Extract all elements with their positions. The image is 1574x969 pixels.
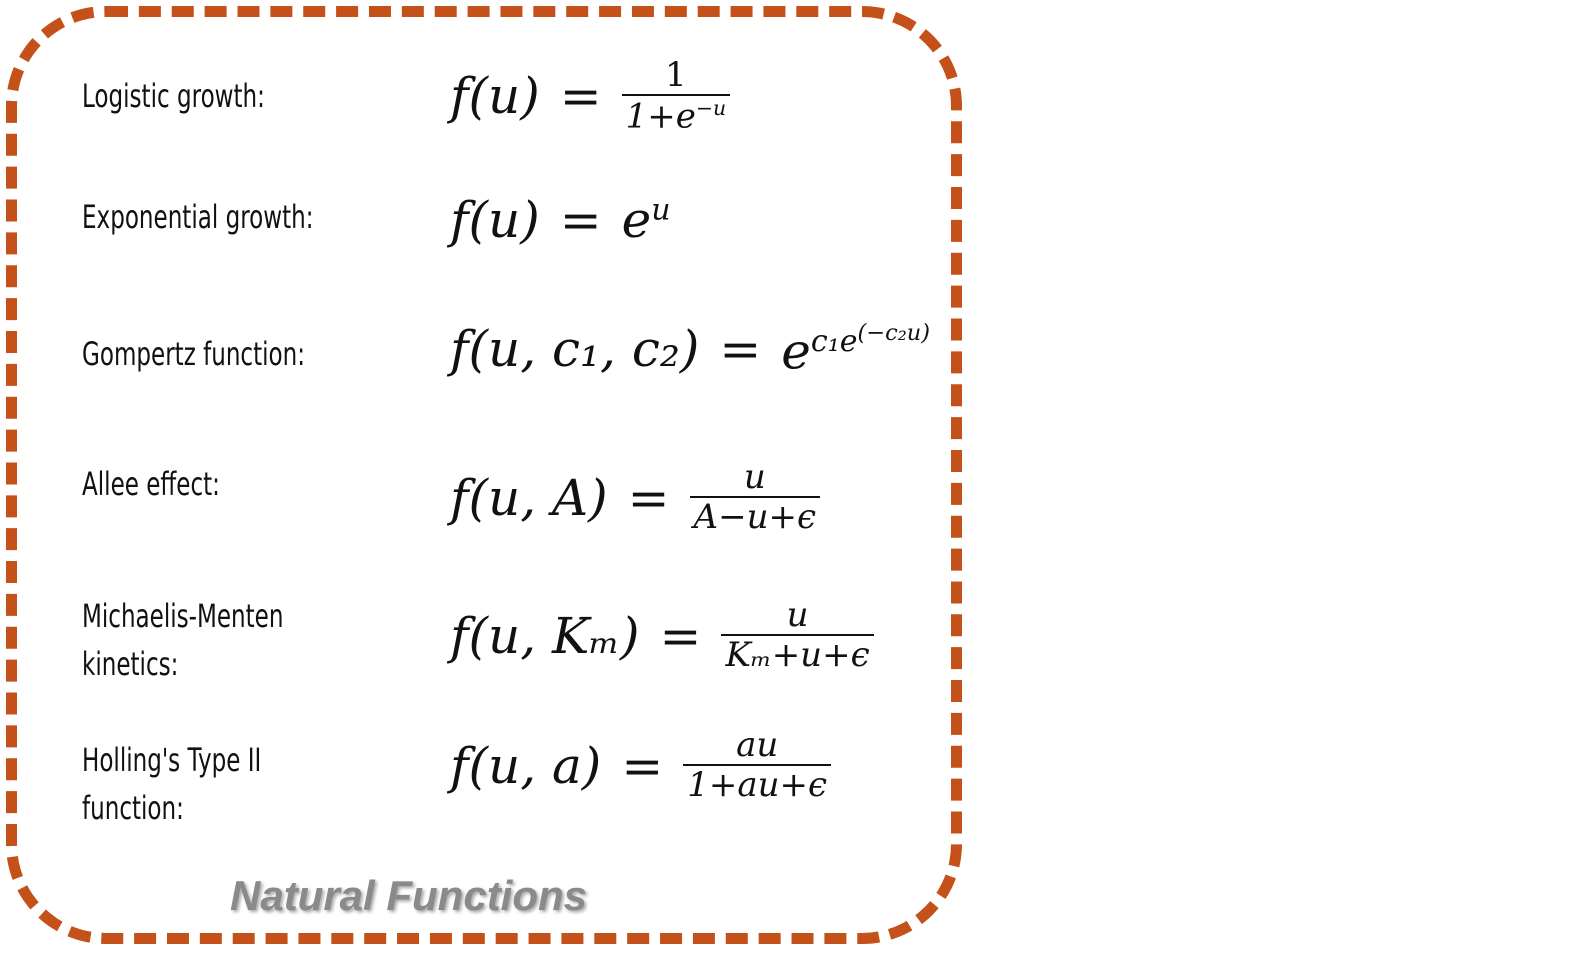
equation-lhs: f(u)	[450, 191, 540, 249]
numerator: 1	[665, 55, 687, 95]
allee-effect-label: Allee effect:	[82, 465, 220, 503]
logistic-growth-label: Logistic growth:	[82, 77, 265, 115]
gompertz-function-equation: f(u, c₁, c₂) = ec₁e(−c₂u)	[450, 322, 930, 377]
equation-lhs: f(u, a)	[450, 736, 602, 795]
denominator: 1+au+ϵ	[683, 763, 832, 804]
equation-lhs: f(u)	[450, 67, 540, 126]
michaelis-menten-label-line2: kinetics:	[82, 645, 179, 683]
fraction: u Kₘ+u+ϵ	[721, 595, 874, 674]
gompertz-function-label: Gompertz function:	[82, 335, 305, 373]
natural-functions-caption: Natural Functions	[230, 872, 588, 919]
equals-sign: =	[719, 320, 762, 379]
holling-type-ii-equation: f(u, a) = au 1+au+ϵ	[450, 725, 832, 804]
equation-lhs: f(u, c₁, c₂)	[450, 320, 700, 379]
equation-lhs: f(u, Kₘ)	[450, 606, 640, 665]
dashed-frame	[6, 6, 962, 944]
denominator: A−u+ϵ	[689, 495, 821, 536]
equation-lhs: f(u, A)	[450, 468, 608, 527]
exponential-growth-equation: f(u) = eu	[450, 195, 671, 245]
fraction: au 1+au+ϵ	[683, 725, 832, 804]
michaelis-menten-label-line1: Michaelis-Menten	[82, 597, 284, 635]
exponential-growth-label: Exponential growth:	[82, 198, 314, 236]
equals-sign: =	[621, 736, 664, 795]
holling-type-ii-label-line2: function:	[82, 789, 184, 827]
equals-sign: =	[627, 468, 670, 527]
equals-sign: =	[659, 606, 702, 665]
denominator: 1+e−u	[621, 93, 731, 135]
denominator: Kₘ+u+ϵ	[721, 633, 874, 674]
equation-rhs: ec₁e(−c₂u)	[781, 320, 931, 381]
equals-sign: =	[559, 191, 602, 249]
michaelis-menten-equation: f(u, Kₘ) = u Kₘ+u+ϵ	[450, 595, 874, 674]
logistic-growth-equation: f(u) = 1 1+e−u	[450, 55, 731, 135]
allee-effect-equation: f(u, A) = u A−u+ϵ	[450, 457, 821, 536]
numerator: u	[743, 457, 766, 497]
equation-rhs: eu	[621, 191, 671, 249]
fraction: 1 1+e−u	[621, 55, 731, 135]
numerator: u	[786, 595, 809, 635]
holling-type-ii-label-line1: Holling's Type II	[82, 741, 262, 779]
fraction: u A−u+ϵ	[689, 457, 821, 536]
numerator: au	[736, 725, 779, 765]
equals-sign: =	[559, 67, 602, 126]
